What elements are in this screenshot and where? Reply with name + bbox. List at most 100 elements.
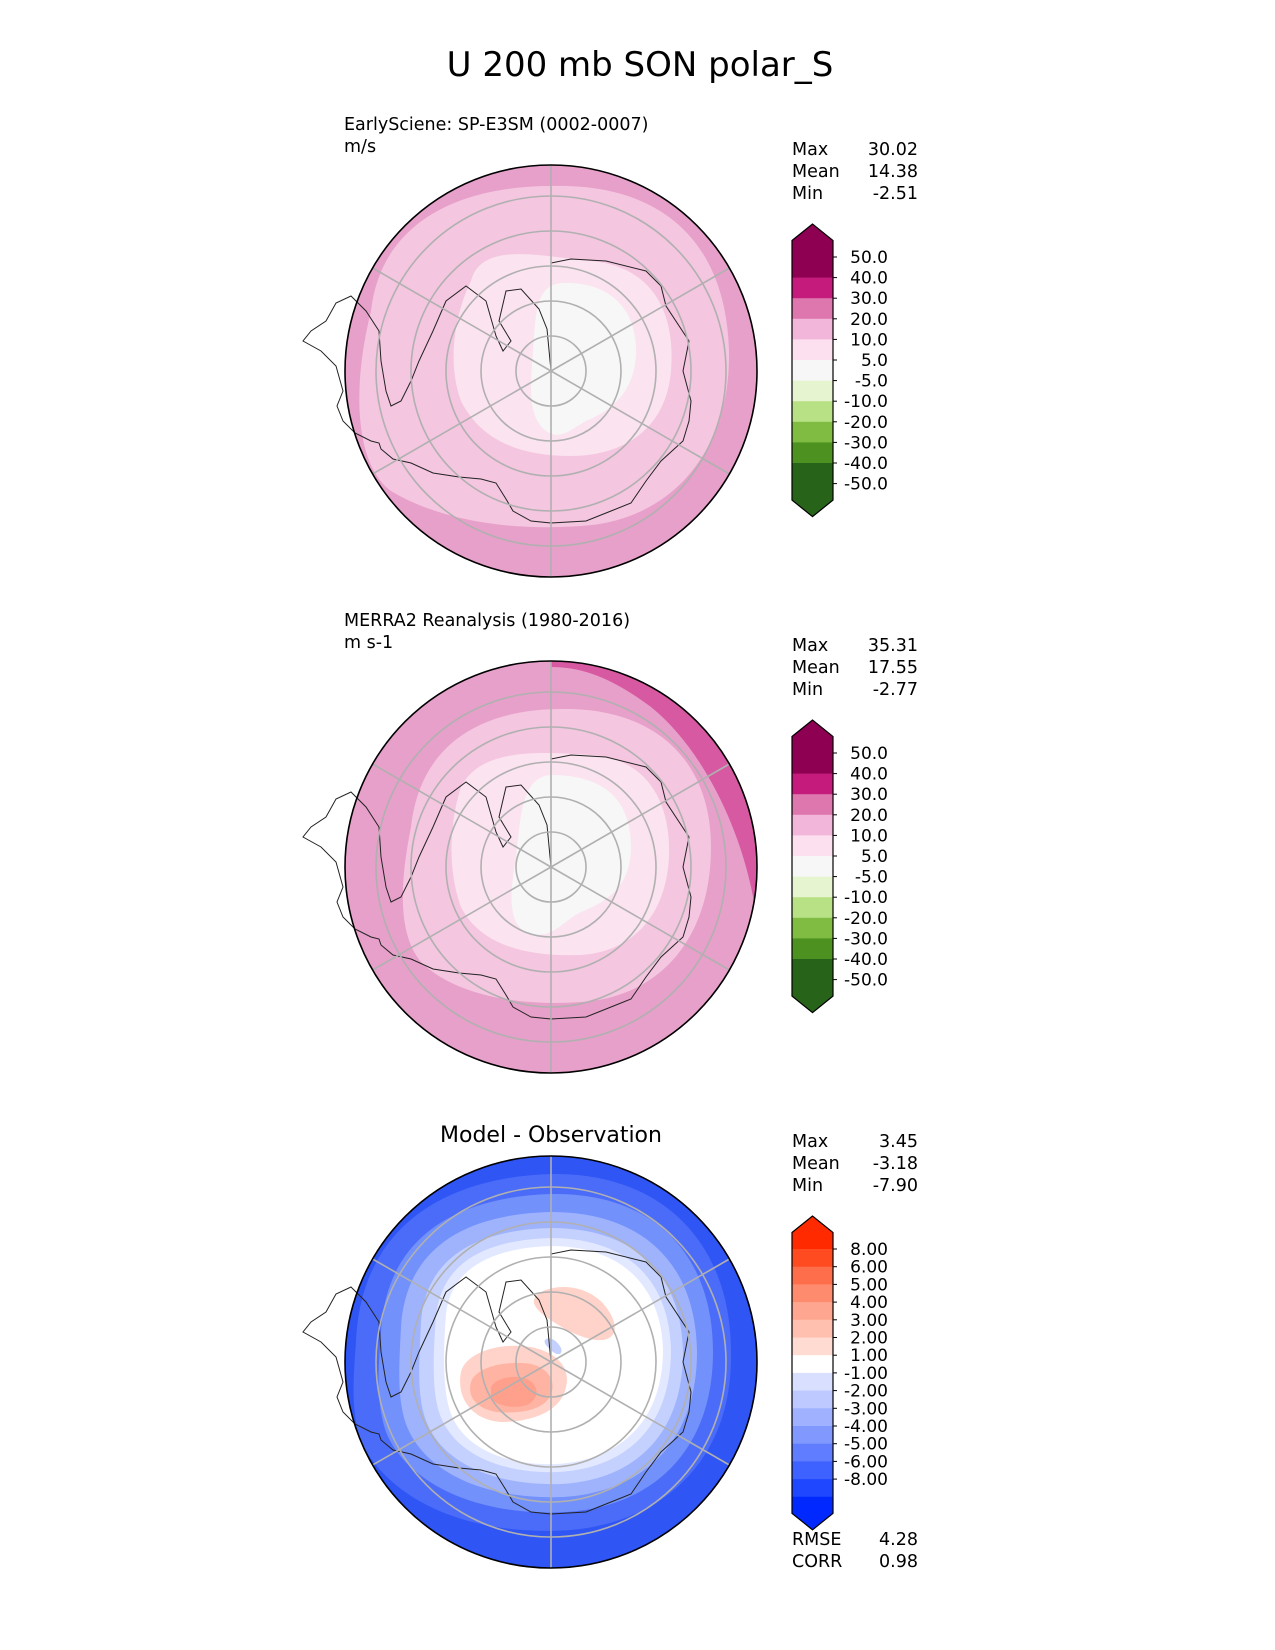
- panel-reference: MERRA2 Reanalysis (1980-2016) m s-1: [302, 611, 758, 1074]
- colorbar-label-7: -10.0: [844, 392, 888, 412]
- map-boundary: [344, 1155, 758, 1569]
- colorbar-extend-bottom: [792, 979, 833, 1013]
- colorbar-segment-2: [792, 794, 833, 816]
- stat-value-mean: -3.18: [873, 1154, 918, 1174]
- panel-test-map: [302, 164, 758, 578]
- meridian-line-2: [550, 866, 730, 971]
- colorbar-layer: 50.040.030.020.010.05.0-5.0-10.0-20.0-30…: [791, 223, 888, 1531]
- colorbar-2: 8.006.005.004.003.002.001.00-1.00-2.00-3…: [791, 1215, 888, 1531]
- colorbar-label-9: -30.0: [844, 929, 888, 949]
- colorbar-segment-4: [792, 835, 833, 857]
- colorbar-segment-10: [792, 959, 833, 981]
- colorbar-label-2: 5.00: [850, 1275, 888, 1295]
- colorbar-label-8: -20.0: [844, 413, 888, 433]
- stat-value-max: 3.45: [879, 1132, 918, 1152]
- colorbar-segment-5: [792, 856, 833, 878]
- colorbar-label-6: -5.0: [855, 868, 888, 888]
- colorbar-segment-10: [792, 463, 833, 485]
- colorbar-segment-0: [792, 753, 833, 775]
- colorbar-extend-bottom: [792, 483, 833, 517]
- colorbar-segment-1: [792, 277, 833, 299]
- colorbar-label-2: 30.0: [850, 289, 888, 309]
- colorbar-label-6: -5.0: [855, 372, 888, 392]
- metric-label-rmse: RMSE: [792, 1530, 841, 1550]
- colorbar-label-3: 4.00: [850, 1293, 888, 1313]
- meridian-line-4: [372, 1361, 552, 1466]
- colorbar-label-8: -2.00: [844, 1382, 888, 1402]
- panel-test-units: m/s: [344, 137, 376, 157]
- colorbar-label-5: 2.00: [850, 1329, 888, 1349]
- colorbar-label-8: -20.0: [844, 909, 888, 929]
- colorbar-segment-6: [792, 876, 833, 898]
- stat-label-mean: Mean: [792, 1154, 840, 1174]
- stat-label-min: Min: [792, 184, 823, 204]
- diff-anomaly-1-2-north: [533, 1287, 615, 1341]
- colorbar-label-9: -3.00: [844, 1399, 888, 1419]
- colorbar-label-3: 20.0: [850, 806, 888, 826]
- meridian-line-2: [550, 370, 730, 475]
- stat-value-max: 30.02: [868, 140, 918, 160]
- colorbar-segment-3: [792, 318, 833, 340]
- panel-reference-title: MERRA2 Reanalysis (1980-2016): [344, 611, 630, 631]
- meridian-line-2: [550, 1361, 730, 1466]
- colorbar-segment-11: [792, 1443, 833, 1462]
- stat-value-min: -2.77: [873, 680, 918, 700]
- colorbar-label-1: 6.00: [850, 1258, 888, 1278]
- colorbar-segment-0: [792, 1249, 833, 1268]
- ref-ring-30-40: [551, 661, 757, 902]
- colorbar-1: 50.040.030.020.010.05.0-5.0-10.0-20.0-30…: [791, 719, 888, 1014]
- colorbar-segment-3: [792, 1302, 833, 1321]
- colorbar-label-11: -5.00: [844, 1435, 888, 1455]
- panel-diff: Model - Observation: [302, 1123, 758, 1569]
- colorbar-segment-2: [792, 298, 833, 320]
- stat-value-mean: 17.55: [868, 658, 918, 678]
- stat-label-min: Min: [792, 1176, 823, 1196]
- metric-label-corr: CORR: [792, 1552, 842, 1572]
- colorbar-outline: [791, 1215, 834, 1531]
- colorbar-segment-10: [792, 1426, 833, 1445]
- panel-reference-map: [302, 660, 758, 1074]
- colorbar-segment-7: [792, 401, 833, 423]
- colorbar-segment-9: [792, 442, 833, 464]
- colorbar-label-12: -6.00: [844, 1452, 888, 1472]
- panel-diff-map: [302, 1155, 758, 1569]
- colorbar-segment-9: [792, 938, 833, 960]
- colorbar-extend-top: [792, 720, 833, 753]
- colorbar-label-7: -10.0: [844, 888, 888, 908]
- colorbar-segment-2: [792, 1284, 833, 1303]
- colorbar-segment-7: [792, 897, 833, 919]
- colorbar-extend-bottom: [792, 1496, 833, 1530]
- colorbar-segment-4: [792, 1319, 833, 1339]
- meridian-line-1: [550, 1258, 730, 1363]
- map-boundary: [344, 660, 758, 1074]
- colorbar-label-10: -40.0: [844, 950, 888, 970]
- colorbar-segment-7: [792, 1372, 833, 1392]
- colorbar-extend-top: [792, 224, 833, 257]
- colorbar-segment-5: [792, 360, 833, 382]
- stat-label-min: Min: [792, 680, 823, 700]
- panel-diff-title: Model - Observation: [440, 1123, 662, 1148]
- figure-title: U 200 mb SON polar_S: [447, 45, 834, 85]
- colorbar-extend-top: [792, 1216, 833, 1249]
- colorbar-segment-1: [792, 773, 833, 795]
- panel-test: EarlySciene: SP-E3SM (0002-0007) m/s: [302, 115, 758, 578]
- colorbar-label-3: 20.0: [850, 310, 888, 330]
- colorbar-segment-1: [792, 1266, 833, 1285]
- colorbar-outline: [791, 719, 834, 1014]
- stat-value-min: -2.51: [873, 184, 918, 204]
- meridian-line-1: [550, 267, 730, 372]
- stats-layer: Max 30.02 Mean 14.38 Min -2.51 Max 35.31 Mean 17.…: [792, 140, 918, 1572]
- stat-label-max: Max: [792, 636, 828, 656]
- colorbar-segment-9: [792, 1408, 833, 1427]
- stat-value-max: 35.31: [868, 636, 918, 656]
- colorbar-label-0: 50.0: [850, 248, 888, 268]
- colorbar-outline: [791, 223, 834, 518]
- meridian-line-4: [372, 370, 552, 475]
- colorbar-label-4: 10.0: [850, 826, 888, 846]
- map-boundary: [344, 164, 758, 578]
- colorbar-label-5: 5.0: [861, 351, 888, 371]
- colorbar-label-7: -1.00: [844, 1364, 888, 1384]
- colorbar-segment-13: [792, 1479, 833, 1498]
- panel-reference-units: m s-1: [344, 633, 393, 653]
- colorbar-label-0: 50.0: [850, 744, 888, 764]
